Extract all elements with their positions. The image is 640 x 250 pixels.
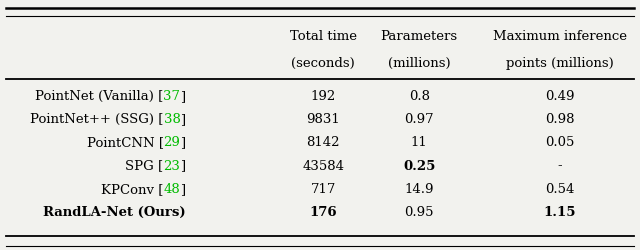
Text: ]: ] [180, 90, 186, 103]
Text: 0.25: 0.25 [403, 160, 435, 172]
Text: RandLA-Net (Ours): RandLA-Net (Ours) [43, 206, 186, 219]
Text: 717: 717 [310, 183, 336, 196]
Text: 176: 176 [309, 206, 337, 219]
Text: 38: 38 [164, 113, 180, 126]
Text: points (millions): points (millions) [506, 57, 614, 70]
Text: ]: ] [180, 183, 186, 196]
Text: 1.15: 1.15 [544, 206, 576, 219]
Text: 0.98: 0.98 [545, 113, 575, 126]
Text: Total time: Total time [290, 30, 356, 43]
Text: 43584: 43584 [302, 160, 344, 172]
Text: 9831: 9831 [307, 113, 340, 126]
Text: 0.8: 0.8 [409, 90, 429, 103]
Text: 37: 37 [163, 90, 180, 103]
Text: ]: ] [180, 160, 186, 172]
Text: 48: 48 [164, 183, 180, 196]
Text: Parameters: Parameters [381, 30, 458, 43]
Text: 0.49: 0.49 [545, 90, 575, 103]
Text: 14.9: 14.9 [404, 183, 434, 196]
Text: 29: 29 [164, 136, 180, 149]
Text: 23: 23 [164, 160, 180, 172]
Text: PointNet (Vanilla) [: PointNet (Vanilla) [ [35, 90, 163, 103]
Text: PointNet++ (SSG) [: PointNet++ (SSG) [ [30, 113, 164, 126]
Text: 0.95: 0.95 [404, 206, 434, 219]
Text: KPConv [: KPConv [ [101, 183, 164, 196]
Text: ]: ] [180, 113, 186, 126]
Text: -: - [557, 160, 563, 172]
Text: 192: 192 [310, 90, 336, 103]
Text: ]: ] [180, 136, 186, 149]
Text: 0.05: 0.05 [545, 136, 575, 149]
Text: 8142: 8142 [307, 136, 340, 149]
Text: 0.97: 0.97 [404, 113, 434, 126]
Text: (millions): (millions) [388, 57, 451, 70]
Text: SPG [: SPG [ [125, 160, 164, 172]
Text: (seconds): (seconds) [291, 57, 355, 70]
Text: Maximum inference: Maximum inference [493, 30, 627, 43]
Text: PointCNN [: PointCNN [ [86, 136, 164, 149]
Text: 0.54: 0.54 [545, 183, 575, 196]
Text: 11: 11 [411, 136, 428, 149]
